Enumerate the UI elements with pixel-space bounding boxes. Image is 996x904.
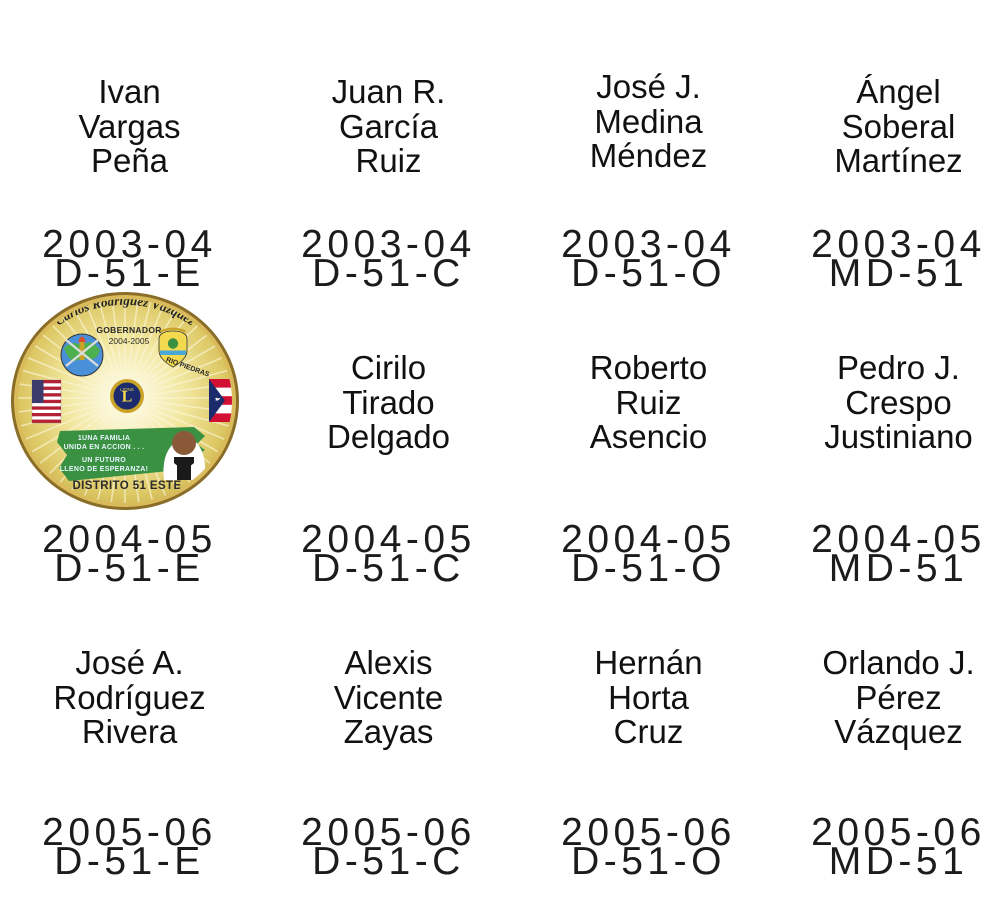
svg-text:GOBERNADOR: GOBERNADOR [96, 325, 161, 335]
svg-text:1UNA FAMILIA: 1UNA FAMILIA [78, 435, 130, 442]
svg-text:LLENO DE ESPERANZA!: LLENO DE ESPERANZA! [60, 466, 149, 473]
svg-text:UN FUTURO: UN FUTURO [82, 457, 126, 464]
svg-text:LIONS: LIONS [120, 387, 134, 392]
svg-text:2004-2005: 2004-2005 [109, 336, 150, 346]
svg-text:UNIDA EN ACCION . . .: UNIDA EN ACCION . . . [64, 444, 145, 451]
svg-text:DISTRITO 51 ESTE: DISTRITO 51 ESTE [72, 480, 181, 492]
